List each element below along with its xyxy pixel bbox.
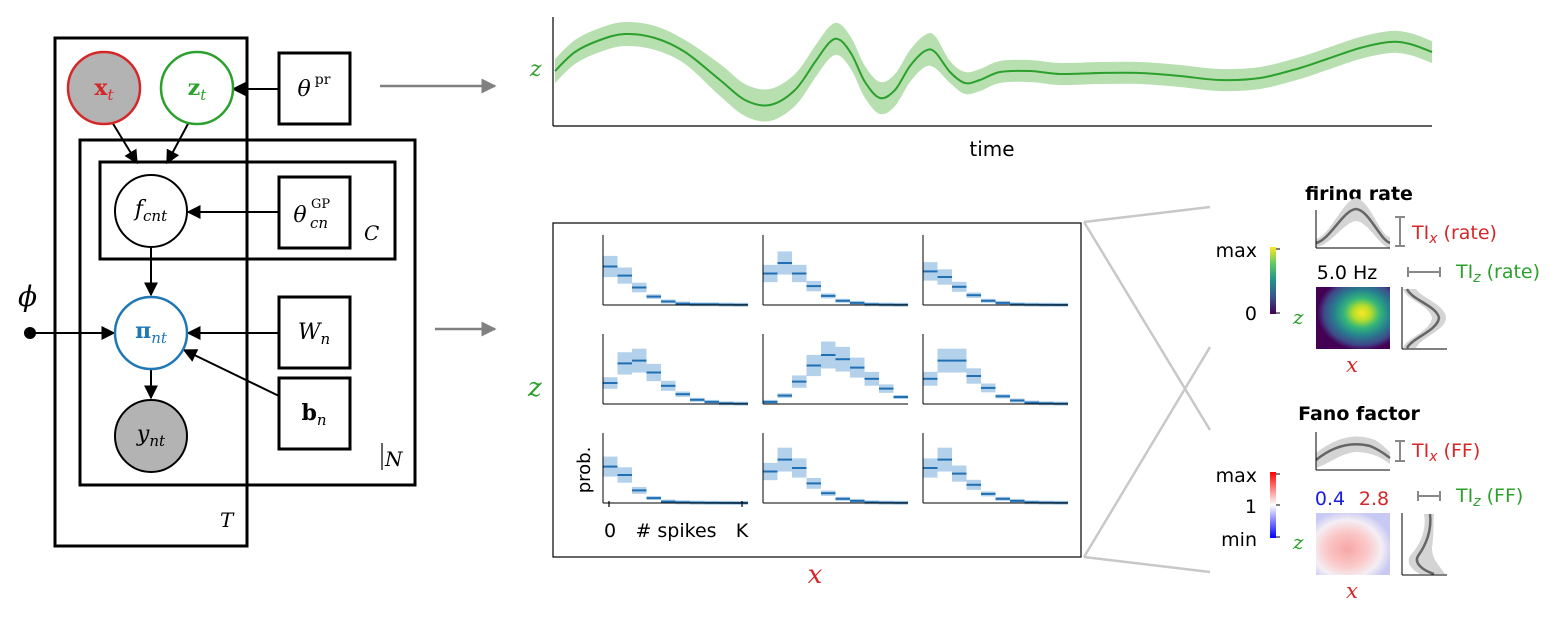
theta-pr-node [277, 51, 352, 126]
y-node [114, 399, 188, 473]
plate-T [53, 36, 249, 548]
grid-plot: z x prob. 0 # spikes K [527, 222, 1082, 590]
ti-x-rate-label: TIx (rate) [1411, 222, 1497, 247]
grid-xlabel: x [808, 560, 823, 590]
ff-heatmap-xlabel: x [1346, 579, 1358, 603]
tick-zero: 0 [604, 520, 616, 542]
z-node [159, 50, 235, 126]
y-node-label: ynt [136, 422, 166, 450]
x-node [66, 50, 142, 126]
W-node [277, 295, 352, 370]
rate-x-band [1316, 198, 1390, 249]
ff-z-band [1408, 514, 1445, 574]
pi-node [113, 295, 189, 371]
latent-plot: z time [529, 17, 1433, 161]
rate-heatmap-xlabel: x [1346, 353, 1358, 377]
plate-N [78, 138, 417, 487]
rate-colorbar-min: 0 [1245, 303, 1257, 325]
count-distribution-cell [602, 433, 748, 505]
plate-N-label: N [384, 447, 404, 471]
zoom-lines [1082, 205, 1212, 574]
ff-heatmap-zlabel: z [1292, 530, 1304, 554]
latent-xlabel: time [969, 137, 1014, 161]
ti-z-rate-label: TIz (rate) [1455, 261, 1540, 286]
fano-factor-panel: Fano factor TIx (FF) 0.4 2.8 TIz (FF) ma… [1216, 403, 1524, 603]
theta-gp-node [277, 175, 352, 250]
fano-title: Fano factor [1298, 403, 1420, 425]
grid-frame [552, 222, 1082, 558]
rate-heatmap-zlabel: z [1292, 305, 1304, 329]
ff-high: 2.8 [1359, 488, 1389, 510]
rate-heatmap [1316, 287, 1390, 349]
phi-node [24, 327, 36, 339]
ff-z-curve [1415, 513, 1435, 576]
edge-z-f [166, 121, 190, 165]
latent-mean-line [554, 32, 1433, 107]
rate-z-curve [1405, 288, 1441, 349]
W-node-label: Wn [298, 320, 330, 348]
tick-spikes: # spikes [635, 520, 716, 542]
ff-low: 0.4 [1315, 488, 1345, 510]
ff-x-curve [1315, 443, 1391, 461]
rate-colorbar-max: max [1216, 240, 1257, 262]
pi-node-label: πnt [135, 318, 168, 347]
theta-gp-sup: GP [311, 197, 330, 212]
rate-x-curve [1315, 207, 1391, 245]
ti-z-rate-bracket [1407, 267, 1441, 277]
ti-z-ff-bracket [1417, 491, 1441, 501]
firing-rate-panel: firing rate TIx (rate) 5.0 Hz TIz (rate)… [1216, 183, 1540, 377]
edge-x-f [111, 121, 138, 165]
firing-rate-title: firing rate [1305, 183, 1413, 205]
z-node-label: zt [188, 75, 208, 104]
theta-gp-sub: cn [310, 214, 328, 232]
plate-C-label: C [364, 221, 379, 245]
theta-pr-label: θ pr [298, 72, 331, 102]
count-distribution-cell [922, 433, 1068, 505]
phi-label: ϕ [18, 280, 37, 313]
cell-ylabel: prob. [574, 447, 595, 494]
b-node [277, 376, 352, 451]
b-node-label: bn [301, 400, 326, 429]
ti-x-rate-bracket [1395, 216, 1405, 247]
ff-colorbar-min: min [1221, 529, 1257, 551]
rate-z-band [1403, 289, 1446, 348]
plate-T-label: T [220, 508, 235, 532]
count-distribution-cell [922, 235, 1068, 307]
count-distribution-cell [762, 235, 908, 307]
ti-x-ff-bracket [1395, 440, 1405, 462]
ff-x-band [1316, 436, 1390, 468]
edge-b-pi [182, 349, 280, 397]
plate-C [98, 160, 397, 261]
ti-z-ff-label: TIz (FF) [1455, 485, 1523, 510]
ff-heatmap [1316, 513, 1390, 575]
theta-gp-symbol: θ [293, 203, 306, 228]
count-distribution-cell [762, 433, 908, 505]
latent-ylabel: z [529, 57, 542, 82]
x-node-label: xt [94, 75, 114, 104]
rate-colorbar [1270, 247, 1276, 314]
grid-cells [602, 235, 1068, 505]
rate-value: 5.0 Hz [1317, 262, 1378, 284]
ff-colorbar-mid: 1 [1245, 496, 1257, 518]
count-distribution-cell [762, 334, 908, 405]
f-node [114, 174, 188, 248]
count-distribution-cell [602, 334, 748, 406]
grid-ylabel: z [527, 373, 542, 403]
ff-colorbar [1270, 472, 1276, 538]
graphical-model: T C N ϕ xt zt θ pr fcnt θ GP cn [18, 36, 417, 548]
count-distribution-cell [602, 235, 748, 307]
ff-colorbar-max: max [1216, 465, 1257, 487]
count-distribution-cell [922, 334, 1068, 406]
latent-band [555, 21, 1432, 122]
ti-x-ff-label: TIx (FF) [1411, 440, 1480, 465]
tick-k: K [736, 520, 749, 542]
